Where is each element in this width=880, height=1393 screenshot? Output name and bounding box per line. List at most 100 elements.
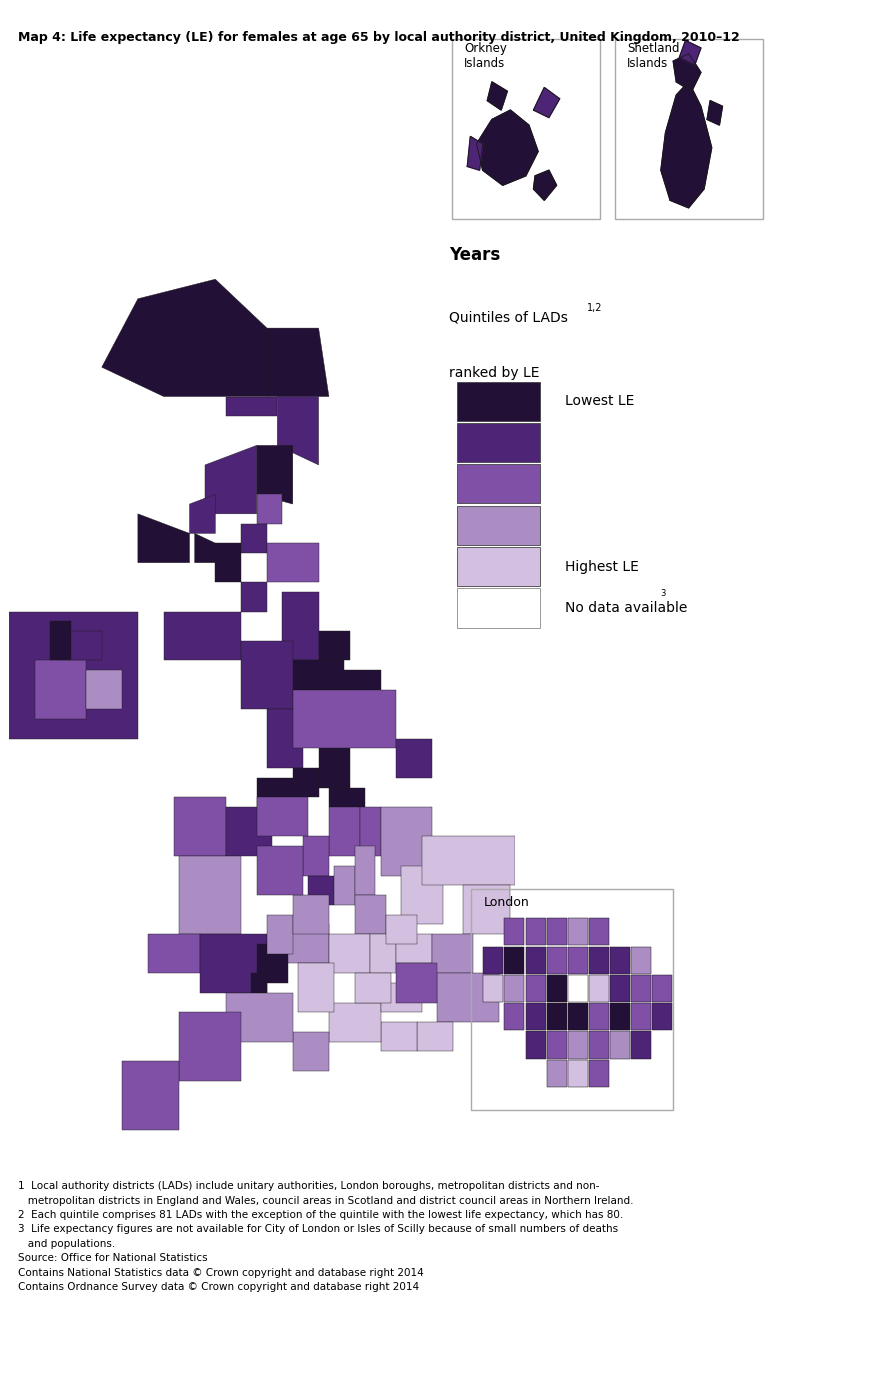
- Polygon shape: [319, 748, 349, 787]
- Polygon shape: [189, 495, 216, 534]
- Polygon shape: [293, 690, 396, 748]
- Bar: [483, 947, 503, 974]
- Bar: [631, 1003, 651, 1031]
- Polygon shape: [86, 670, 122, 709]
- Bar: [525, 1003, 546, 1031]
- Polygon shape: [385, 915, 417, 944]
- Polygon shape: [432, 935, 473, 974]
- Bar: [652, 975, 672, 1002]
- Polygon shape: [267, 329, 329, 397]
- Polygon shape: [241, 524, 267, 553]
- Polygon shape: [437, 974, 499, 1022]
- Polygon shape: [477, 110, 539, 185]
- Bar: [568, 1060, 588, 1087]
- Polygon shape: [70, 631, 102, 660]
- Polygon shape: [661, 82, 712, 208]
- Text: Map 4: Life expectancy (LE) for females at age 65 by local authority district, U: Map 4: Life expectancy (LE) for females …: [18, 31, 739, 43]
- Polygon shape: [319, 631, 349, 660]
- Text: 1  Local authority districts (LADs) include unitary authorities, London boroughs: 1 Local authority districts (LADs) inclu…: [18, 1181, 633, 1293]
- Polygon shape: [225, 993, 293, 1042]
- Text: 1,2: 1,2: [587, 304, 603, 313]
- Polygon shape: [288, 925, 329, 964]
- Polygon shape: [194, 534, 216, 563]
- Polygon shape: [257, 797, 308, 836]
- Bar: [589, 1003, 609, 1031]
- Polygon shape: [216, 543, 241, 582]
- Bar: [504, 1003, 524, 1031]
- Text: Orkney
Islands: Orkney Islands: [465, 42, 507, 71]
- Polygon shape: [257, 944, 288, 983]
- Bar: [589, 918, 609, 946]
- Bar: [610, 947, 630, 974]
- Bar: [525, 947, 546, 974]
- Bar: [483, 975, 503, 1002]
- Polygon shape: [360, 807, 380, 855]
- Polygon shape: [380, 1022, 417, 1052]
- Polygon shape: [355, 846, 376, 896]
- Polygon shape: [34, 660, 86, 719]
- Polygon shape: [417, 1022, 453, 1052]
- Polygon shape: [174, 797, 225, 855]
- Polygon shape: [673, 53, 701, 92]
- Polygon shape: [277, 397, 319, 465]
- Polygon shape: [225, 807, 272, 855]
- Polygon shape: [257, 495, 282, 524]
- Polygon shape: [396, 935, 432, 964]
- Polygon shape: [267, 709, 303, 768]
- Text: Shetland
Islands: Shetland Islands: [627, 42, 679, 71]
- Bar: [610, 975, 630, 1002]
- Polygon shape: [0, 612, 138, 738]
- Polygon shape: [241, 641, 293, 709]
- Bar: [457, 423, 539, 462]
- Polygon shape: [380, 983, 422, 1013]
- Polygon shape: [355, 896, 385, 935]
- Polygon shape: [138, 514, 189, 563]
- Bar: [589, 947, 609, 974]
- Polygon shape: [257, 777, 293, 807]
- Text: Quintiles of LADs: Quintiles of LADs: [449, 311, 568, 325]
- Polygon shape: [267, 543, 319, 582]
- Bar: [546, 1003, 567, 1031]
- Polygon shape: [293, 896, 329, 935]
- Bar: [546, 1031, 567, 1059]
- Polygon shape: [329, 1003, 380, 1042]
- Bar: [546, 947, 567, 974]
- Polygon shape: [241, 582, 267, 612]
- Polygon shape: [533, 170, 556, 201]
- Polygon shape: [355, 974, 391, 1003]
- Bar: [568, 1031, 588, 1059]
- Text: No data available: No data available: [565, 600, 687, 616]
- Text: Lowest LE: Lowest LE: [565, 394, 634, 408]
- Bar: [525, 1031, 546, 1059]
- Text: 3: 3: [660, 589, 665, 598]
- Bar: [631, 1031, 651, 1059]
- Polygon shape: [463, 886, 510, 935]
- Bar: [525, 975, 546, 1002]
- Polygon shape: [467, 137, 483, 170]
- Polygon shape: [370, 935, 396, 974]
- Bar: [568, 975, 588, 1002]
- Polygon shape: [267, 915, 293, 954]
- Polygon shape: [396, 738, 432, 777]
- Polygon shape: [200, 935, 267, 993]
- Bar: [610, 1031, 630, 1059]
- Bar: [546, 918, 567, 946]
- Bar: [504, 918, 524, 946]
- Polygon shape: [180, 1013, 241, 1081]
- Polygon shape: [329, 787, 365, 807]
- Polygon shape: [293, 1032, 329, 1071]
- Bar: [589, 975, 609, 1002]
- Polygon shape: [148, 935, 200, 974]
- Polygon shape: [282, 592, 319, 660]
- Bar: [457, 588, 539, 627]
- Polygon shape: [488, 82, 507, 110]
- Polygon shape: [298, 964, 334, 1013]
- Bar: [504, 947, 524, 974]
- Bar: [610, 1003, 630, 1031]
- Bar: [568, 1003, 588, 1031]
- Polygon shape: [308, 876, 334, 905]
- Text: Highest LE: Highest LE: [565, 560, 639, 574]
- Polygon shape: [122, 1061, 180, 1130]
- Bar: [568, 947, 588, 974]
- Polygon shape: [329, 807, 360, 855]
